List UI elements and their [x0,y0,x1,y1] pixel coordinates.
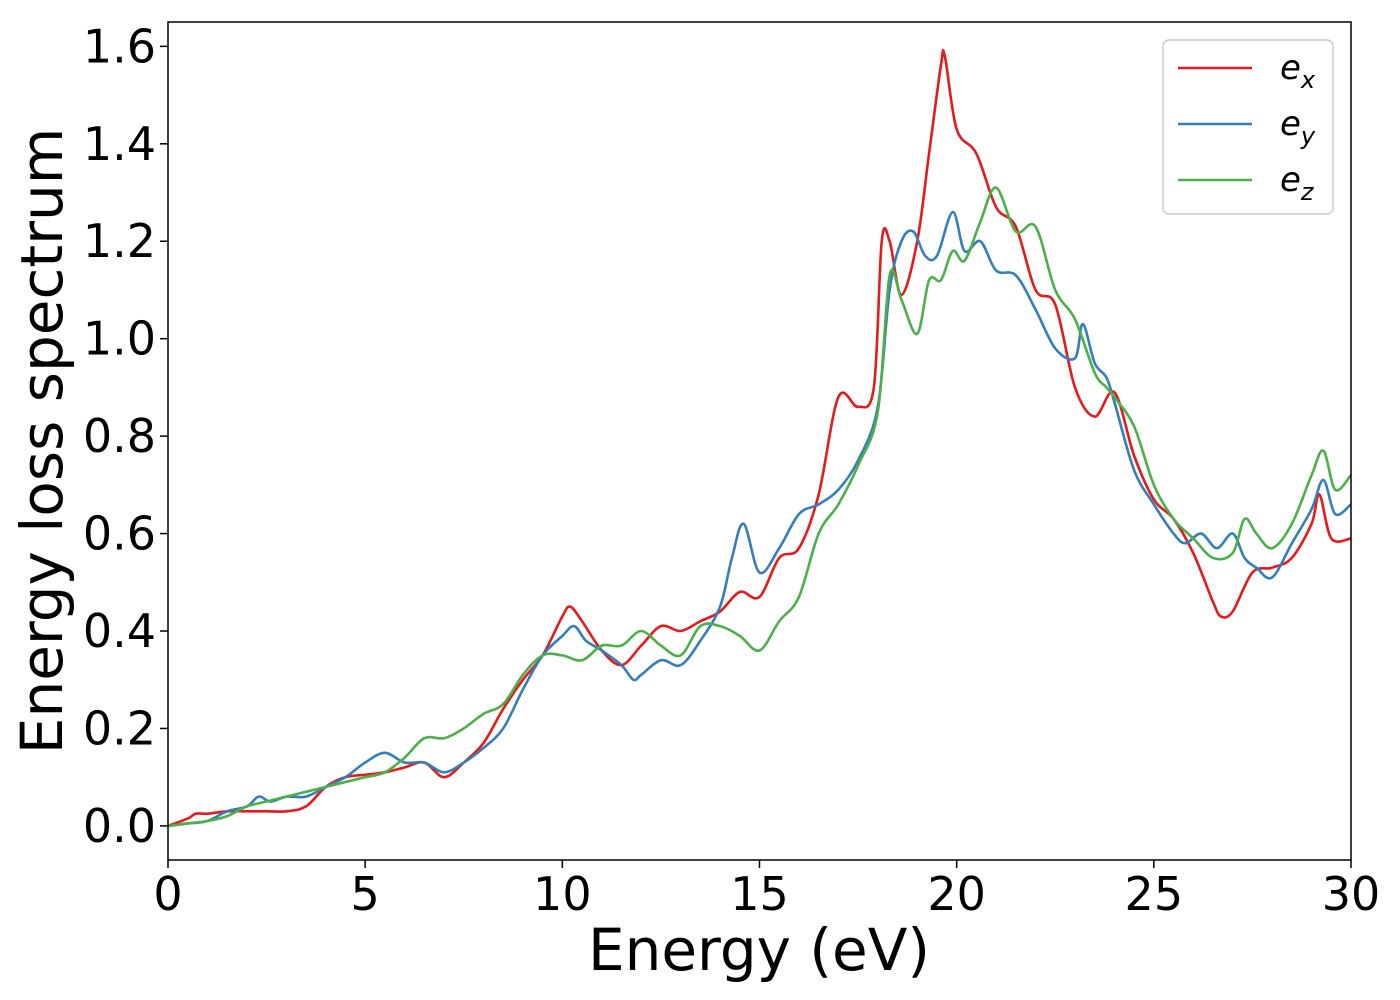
y-tick-label: 0.8 [83,409,156,463]
y-axis-label: Energy loss spectrum [8,128,76,754]
y-tick-label: 0.6 [83,507,156,561]
x-tick-label: 25 [1125,867,1184,921]
y-tick-label: 0.0 [83,799,156,853]
series-line-y [168,210,1351,828]
x-tick-label: 10 [533,867,592,921]
y-tick-label: 1.4 [83,117,156,171]
legend-label-y: ey [1280,104,1316,150]
x-tick-label: 30 [1322,867,1381,921]
x-axis-label: Energy (eV) [588,916,930,984]
y-tick-label: 1.2 [83,214,156,268]
y-tick-label: 1.6 [83,19,156,73]
x-tick-label: 20 [927,867,986,921]
y-tick-label: 0.2 [83,701,156,755]
legend-box [1162,39,1334,215]
y-tick-label: 0.4 [83,604,156,658]
x-tick-label: 5 [351,867,380,921]
series-line-z [168,186,1351,828]
x-tick-label: 15 [730,867,789,921]
x-tick-label: 0 [153,867,182,921]
y-tick-label: 1.0 [83,312,156,366]
